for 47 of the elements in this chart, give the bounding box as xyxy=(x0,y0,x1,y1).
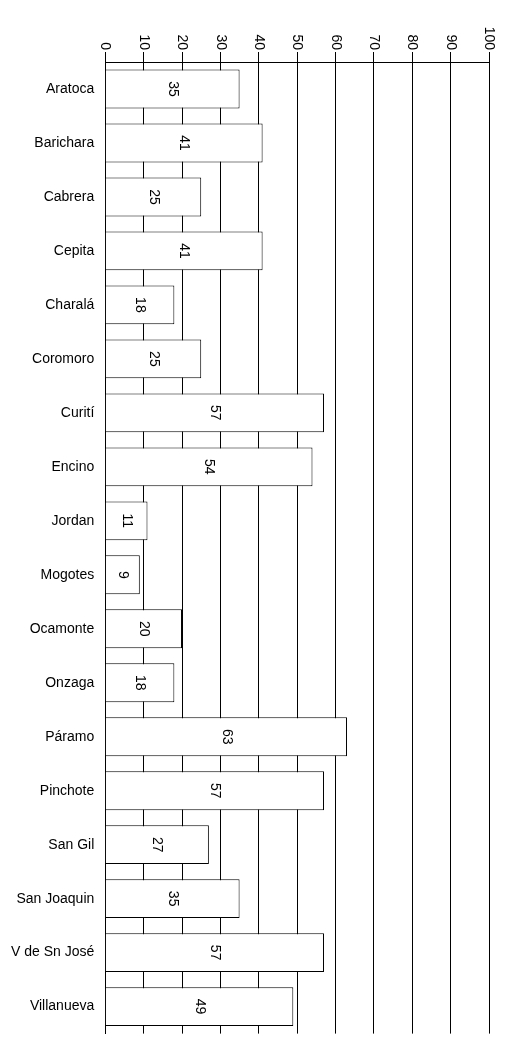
y-tick-label: San Gil xyxy=(48,835,95,852)
data-label: 25 xyxy=(146,351,163,367)
data-label: 54 xyxy=(202,459,219,475)
data-label: 35 xyxy=(165,890,182,907)
data-label: 18 xyxy=(133,674,150,691)
data-label: 57 xyxy=(208,405,225,421)
x-tick-label: 80 xyxy=(405,34,422,51)
x-tick-label: 0 xyxy=(98,42,115,51)
x-tick-label: 70 xyxy=(367,34,384,51)
y-tick-label: Coromoro xyxy=(32,349,95,366)
data-label: 57 xyxy=(208,944,225,961)
y-tick-label: Aratoca xyxy=(46,79,95,96)
data-label: 41 xyxy=(177,135,194,151)
data-label: 63 xyxy=(219,728,236,745)
y-tick-label: Barichara xyxy=(34,133,95,150)
y-tick-label: Ocamonte xyxy=(29,619,95,636)
x-tick-label: 20 xyxy=(175,34,192,51)
y-tick-label: San Joaquin xyxy=(16,889,95,906)
data-label: 57 xyxy=(208,782,225,799)
data-label: 49 xyxy=(192,998,209,1015)
y-tick-label: Curití xyxy=(60,403,95,420)
x-tick-label: 50 xyxy=(290,34,307,51)
x-tick-label: 10 xyxy=(136,34,153,51)
data-label: 11 xyxy=(119,513,136,529)
y-tick-label: Pinchote xyxy=(39,781,95,798)
data-label: 20 xyxy=(137,620,154,637)
y-tick-label: Jordan xyxy=(51,511,95,528)
y-tick-label: V de Sn José xyxy=(10,943,95,960)
data-label: 41 xyxy=(177,243,194,259)
y-tick-label: Charalá xyxy=(45,295,95,312)
y-tick-label: Villanueva xyxy=(29,997,95,1014)
x-tick-label: 60 xyxy=(328,34,345,51)
y-tick-label: Mogotes xyxy=(40,565,95,582)
y-tick-label: Onzaga xyxy=(45,673,95,690)
y-tick-label: Cepita xyxy=(53,241,95,258)
x-tick-label: 90 xyxy=(443,34,460,51)
data-label: 35 xyxy=(165,81,182,97)
y-tick-label: Páramo xyxy=(45,727,95,744)
x-tick-label: 100 xyxy=(482,26,499,51)
data-label: 9 xyxy=(115,570,132,579)
data-label: 25 xyxy=(146,189,163,205)
data-label: 27 xyxy=(150,836,167,853)
x-tick-label: 30 xyxy=(213,34,230,51)
x-tick-label: 40 xyxy=(251,34,268,51)
data-label: 18 xyxy=(133,297,150,313)
y-tick-label: Encino xyxy=(51,457,95,474)
y-tick-label: Cabrera xyxy=(43,187,95,204)
